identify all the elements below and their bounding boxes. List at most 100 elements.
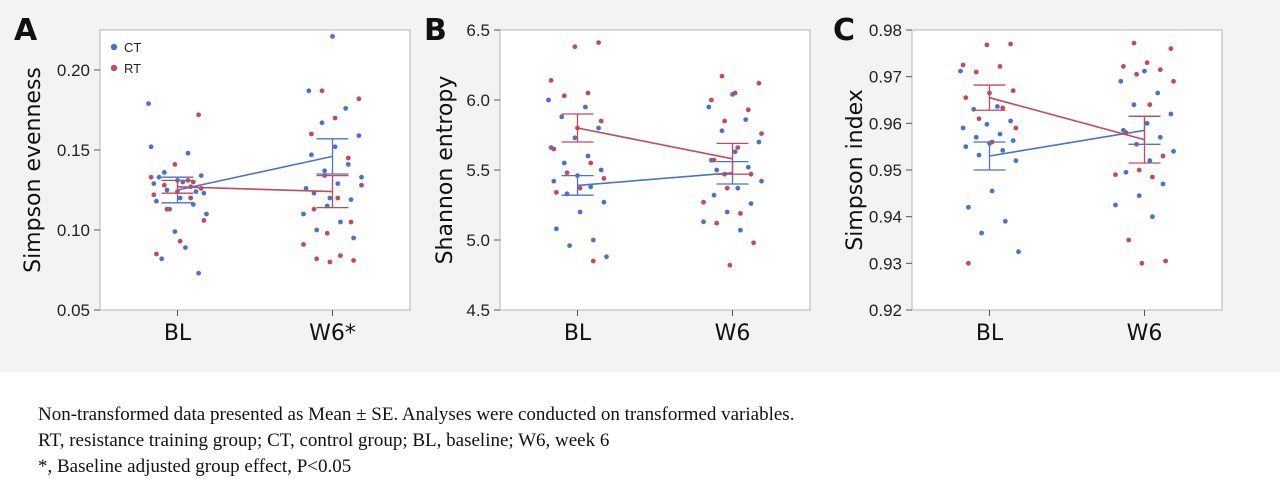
y-tick-label: 0.98 xyxy=(869,21,902,40)
data-point-ct xyxy=(146,101,151,106)
mean-line-ct xyxy=(177,155,333,191)
data-point-ct xyxy=(1168,111,1174,117)
data-point-rt xyxy=(324,230,330,236)
data-point-rt xyxy=(1163,258,1168,264)
data-point-rt xyxy=(1013,125,1019,131)
data-point-ct xyxy=(995,104,1000,109)
data-point-ct xyxy=(309,152,314,158)
data-point-ct xyxy=(1142,68,1147,74)
data-point-rt xyxy=(151,192,157,198)
legend-marker-ct xyxy=(110,43,118,51)
data-point-rt xyxy=(311,206,317,212)
data-point-ct xyxy=(732,149,738,155)
data-point-rt xyxy=(1171,78,1176,84)
data-point-ct xyxy=(311,190,317,196)
data-point-rt xyxy=(161,182,167,188)
data-point-rt xyxy=(356,96,362,102)
chart-canvas: A 0.05 0.10 0.15 0.20 Simpson evenness BL W6* B 4… xyxy=(14,13,1223,346)
data-point-rt xyxy=(596,40,601,45)
y-tick-label: 0.93 xyxy=(869,254,902,273)
y-tick-label: 5.0 xyxy=(466,231,490,250)
data-point-rt xyxy=(1144,60,1150,66)
data-point-ct xyxy=(351,235,356,241)
data-point-ct xyxy=(348,197,354,203)
legend-marker-rt xyxy=(110,64,118,72)
data-point-rt xyxy=(319,88,325,94)
data-point-rt xyxy=(984,42,990,48)
data-point-rt xyxy=(1134,71,1139,77)
plot-area-B xyxy=(499,29,811,311)
data-point-ct xyxy=(561,160,567,166)
data-point-ct xyxy=(598,167,604,173)
data-point-rt xyxy=(997,64,1003,69)
data-point-rt xyxy=(554,190,559,195)
data-point-ct xyxy=(201,190,207,196)
data-point-rt xyxy=(154,251,159,257)
y-tick-label: 6.0 xyxy=(466,91,490,110)
data-point-rt xyxy=(351,258,356,263)
data-point-rt xyxy=(1150,174,1155,180)
data-point-ct xyxy=(161,170,167,175)
data-point-ct xyxy=(588,184,594,190)
data-point-rt xyxy=(551,146,557,152)
data-point-ct xyxy=(735,185,741,191)
mean-line-rt xyxy=(177,186,333,193)
data-point-rt xyxy=(177,238,183,244)
data-point-rt xyxy=(719,73,725,79)
data-point-ct xyxy=(971,106,977,112)
data-point-rt xyxy=(577,185,583,191)
data-point-ct xyxy=(1131,102,1137,108)
data-point-rt xyxy=(348,219,354,225)
data-point-ct xyxy=(1171,148,1176,154)
data-point-ct xyxy=(590,237,596,243)
data-point-rt xyxy=(1010,88,1016,94)
data-point-rt xyxy=(727,262,733,268)
data-point-ct xyxy=(711,192,717,198)
data-point-ct xyxy=(193,189,199,195)
data-point-rt xyxy=(332,115,338,121)
data-point-ct xyxy=(196,270,202,276)
data-point-ct xyxy=(1155,90,1161,96)
data-point-rt xyxy=(335,195,341,201)
data-point-rt xyxy=(1126,237,1132,243)
data-point-rt xyxy=(751,240,756,246)
data-point-rt xyxy=(722,118,727,124)
data-point-rt xyxy=(598,118,604,124)
data-point-ct xyxy=(177,195,183,201)
data-point-ct xyxy=(1136,193,1142,199)
data-point-ct xyxy=(1113,202,1118,208)
data-point-ct xyxy=(738,227,743,233)
data-point-ct xyxy=(151,181,157,187)
data-point-rt xyxy=(164,206,170,212)
data-point-rt xyxy=(756,80,762,86)
y-axis-label: Shannon entropy xyxy=(433,76,458,265)
data-point-rt xyxy=(585,90,591,96)
y-tick-label: 4.5 xyxy=(466,301,490,320)
data-point-rt xyxy=(588,160,594,166)
data-point-ct xyxy=(554,226,559,232)
data-point-rt xyxy=(327,259,333,265)
y-tick-label: 0.94 xyxy=(869,208,902,227)
data-point-rt xyxy=(1008,41,1013,47)
data-point-ct xyxy=(743,117,749,122)
data-point-ct xyxy=(601,199,607,205)
data-point-rt xyxy=(601,176,607,181)
data-point-ct xyxy=(330,34,335,39)
data-point-ct xyxy=(714,167,720,173)
data-point-ct xyxy=(345,162,351,167)
data-point-rt xyxy=(309,131,314,137)
data-point-ct xyxy=(319,120,325,126)
data-point-ct xyxy=(156,174,162,180)
data-point-ct xyxy=(583,104,588,110)
data-point-ct xyxy=(164,187,170,193)
data-point-ct xyxy=(1010,138,1016,144)
data-point-ct xyxy=(1150,214,1155,220)
panel-letter-C: C xyxy=(833,13,855,48)
y-tick-label: 0.96 xyxy=(869,114,902,133)
data-point-rt xyxy=(548,78,554,83)
y-tick-label: 0.15 xyxy=(57,141,90,160)
data-point-rt xyxy=(172,162,178,167)
data-point-ct xyxy=(1002,218,1008,224)
y-tick-label: 0.05 xyxy=(57,301,90,320)
data-point-rt xyxy=(735,145,741,151)
